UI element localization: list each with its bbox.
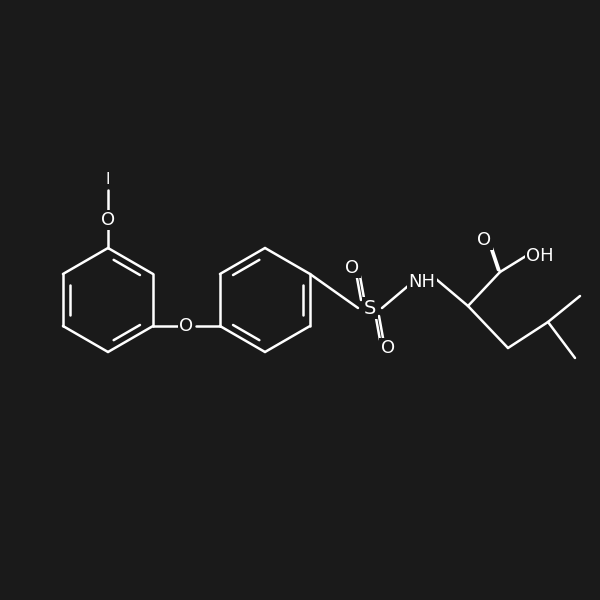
Text: OH: OH [526,247,554,265]
Text: O: O [101,211,115,229]
Text: NH: NH [409,273,436,291]
Text: O: O [179,317,194,335]
Text: O: O [477,231,491,249]
Text: O: O [381,339,395,357]
Text: S: S [364,298,376,317]
Text: O: O [345,259,359,277]
Text: I: I [106,173,110,187]
